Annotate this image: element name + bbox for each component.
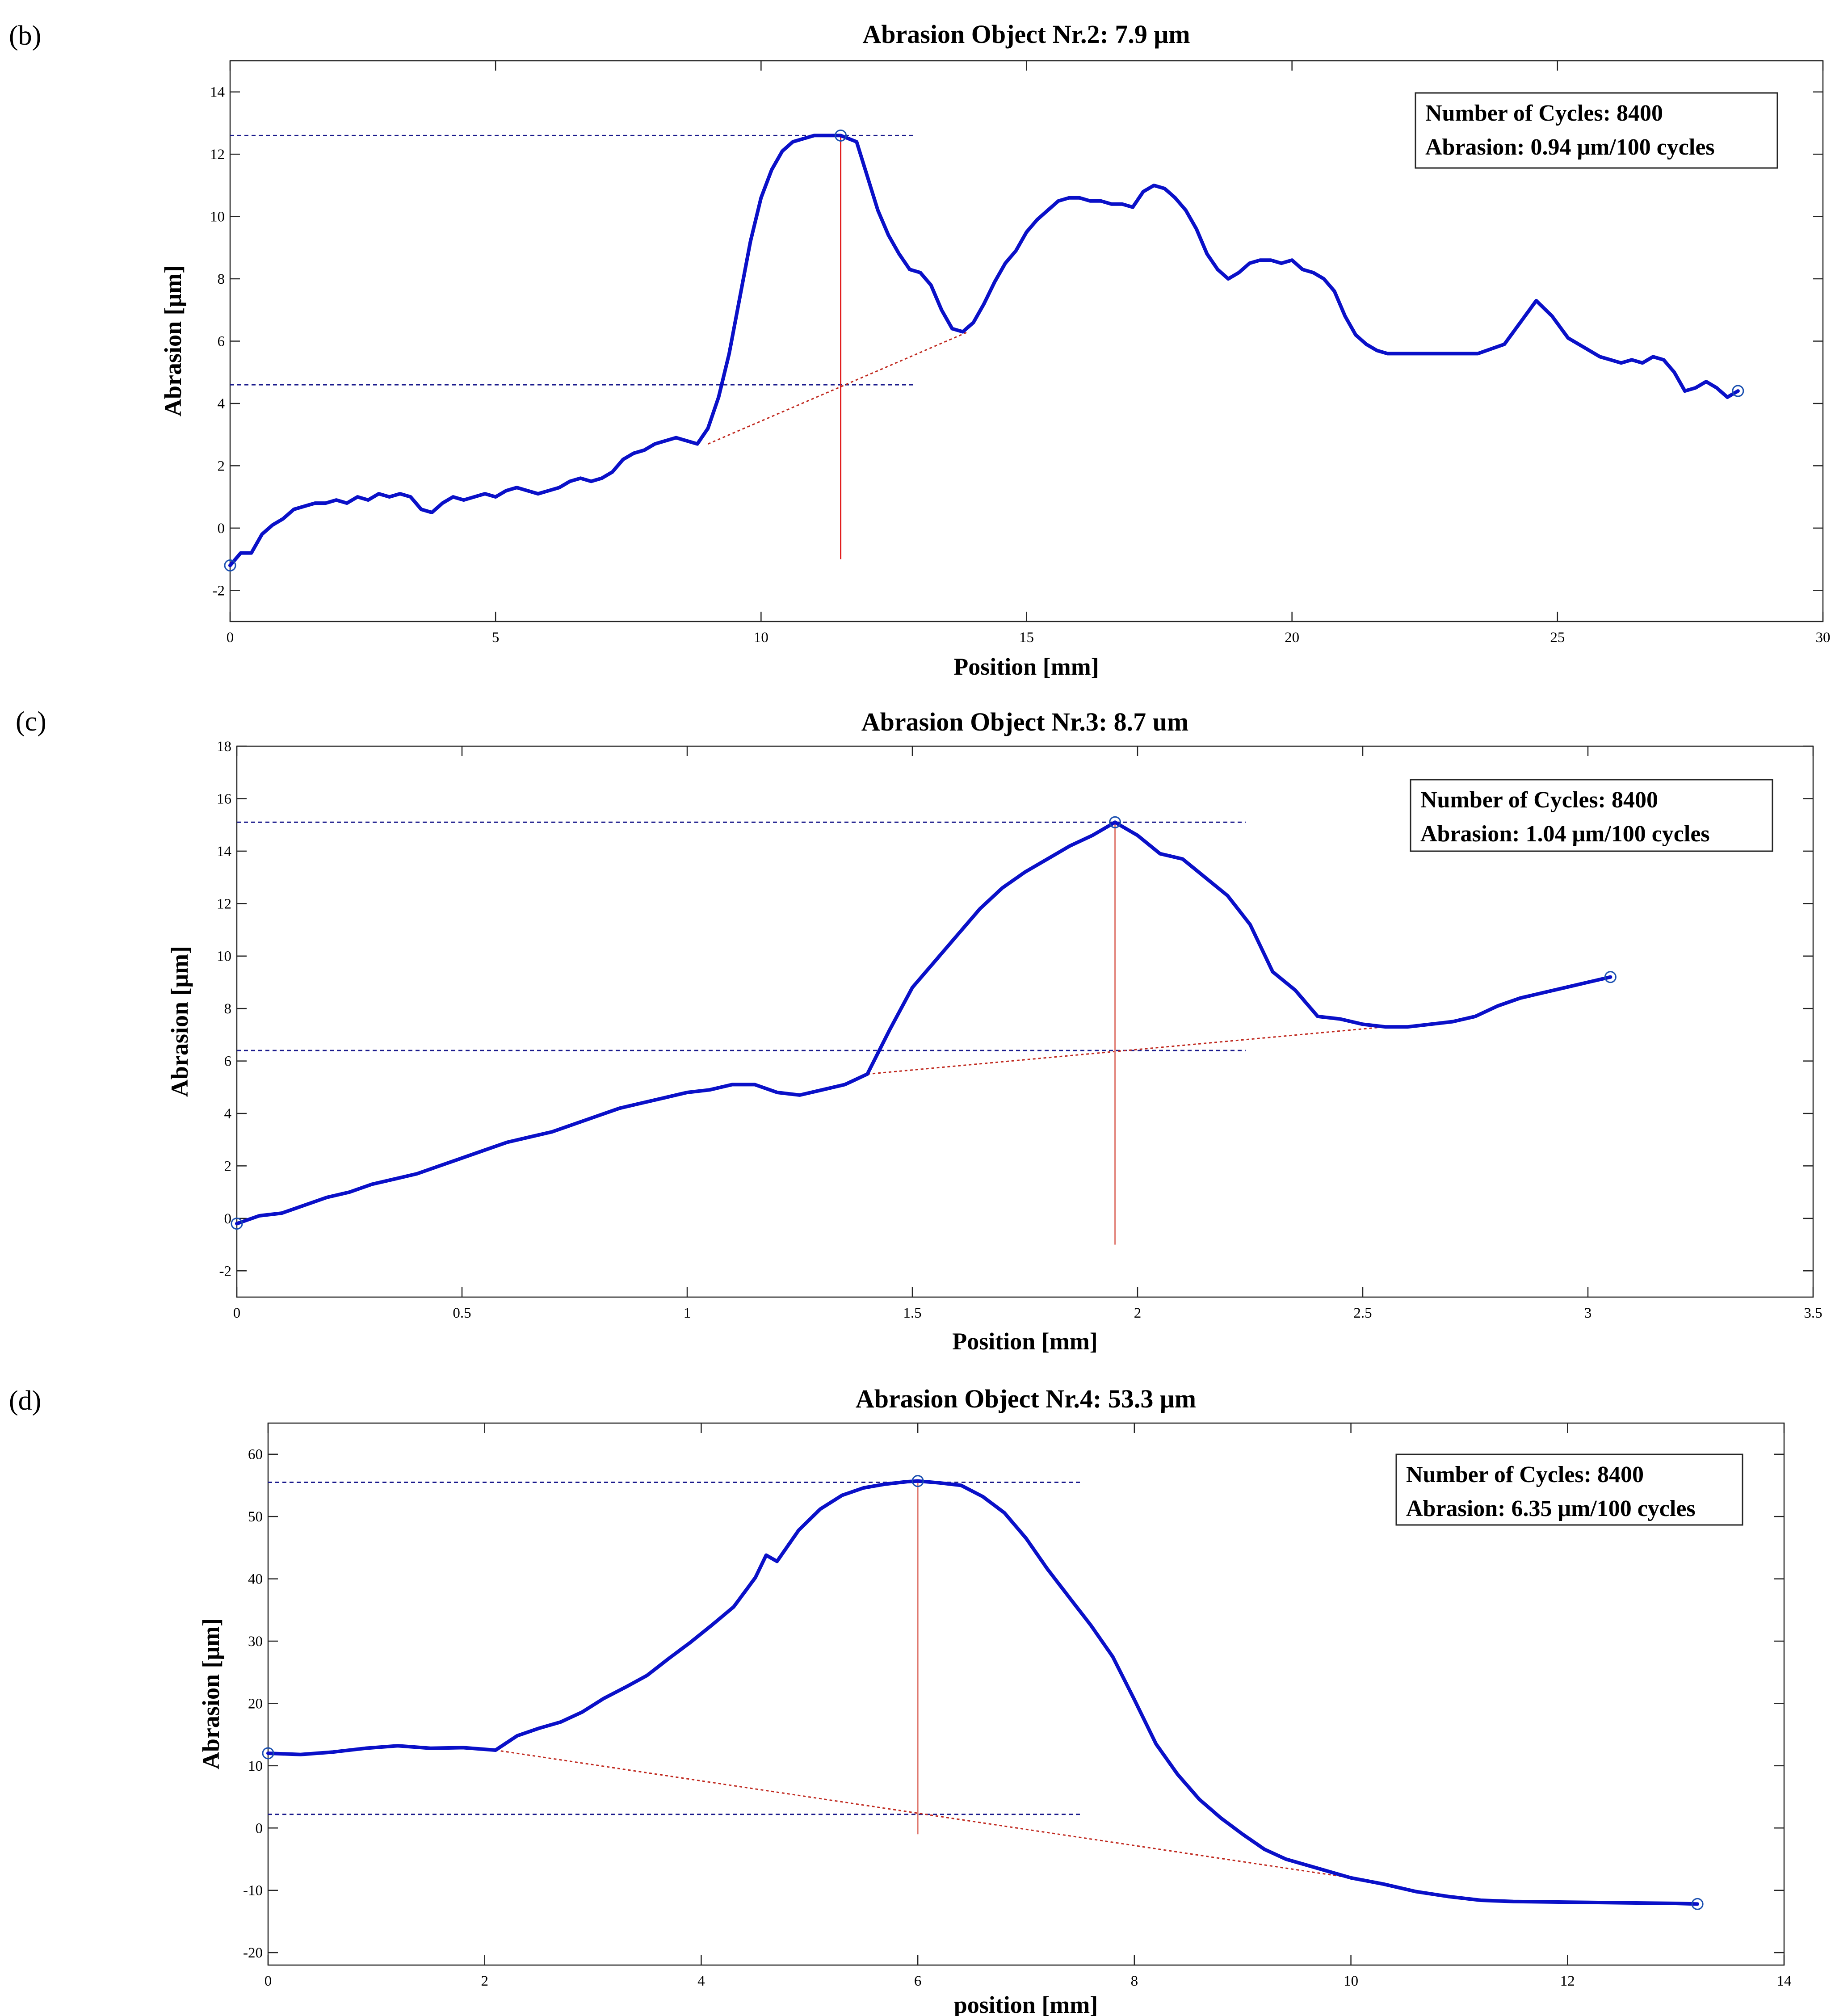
y-tick-label: 60 (248, 1447, 263, 1463)
x-tick-label: 10 (1344, 1973, 1358, 1989)
chart-title: Abrasion Object Nr.4: 53.3 μm (856, 1384, 1196, 1413)
legend-entry: Abrasion: 0.94 μm/100 cycles (1425, 134, 1715, 160)
x-tick-label: 2 (481, 1973, 488, 1989)
x-tick-label: 14 (1777, 1973, 1792, 1989)
y-tick-label: 50 (248, 1509, 263, 1525)
x-tick-label: 2.5 (1353, 1305, 1372, 1321)
y-tick-label: 10 (217, 949, 231, 965)
baseline-line (707, 331, 969, 445)
y-tick-label: 40 (248, 1571, 263, 1588)
legend-entry: Number of Cycles: 8400 (1406, 1462, 1644, 1487)
point-marker (1109, 816, 1121, 828)
point-marker (224, 559, 236, 571)
chart-title: Abrasion Object Nr.3: 8.7 um (861, 707, 1189, 736)
y-tick-label: -10 (243, 1883, 263, 1899)
x-tick-label: 0 (233, 1305, 241, 1321)
x-tick-label: 3 (1584, 1305, 1592, 1321)
point-marker (911, 1475, 924, 1487)
x-tick-label: 6 (914, 1973, 922, 1989)
x-tick-label: 1 (684, 1305, 691, 1321)
panel-label: (c) (16, 706, 46, 737)
y-tick-label: 2 (218, 458, 225, 474)
panel-label: (b) (9, 21, 41, 51)
y-tick-label: -2 (219, 1263, 232, 1279)
point-marker (1604, 971, 1617, 983)
series-line (228, 134, 1740, 567)
y-tick-label: -2 (213, 583, 225, 599)
x-tick-label: 15 (1019, 630, 1034, 646)
point-marker (262, 1747, 274, 1760)
x-tick-label: 25 (1550, 630, 1565, 646)
point-marker (835, 129, 847, 142)
y-tick-label: 2 (224, 1158, 232, 1174)
chart-panel-1: (b) Abrasion Object Nr.2: 7.9 μm0 5 10 15 20 2… (9, 20, 1831, 680)
x-tick-label: 8 (1131, 1973, 1138, 1989)
y-tick-label: 0 (256, 1820, 263, 1836)
panel-label: (d) (9, 1386, 41, 1416)
x-tick-label: 1.5 (903, 1305, 921, 1321)
y-tick-label: 14 (210, 84, 225, 101)
legend-entry: Abrasion: 6.35 μm/100 cycles (1406, 1496, 1696, 1521)
x-axis-label: Position [mm] (952, 1328, 1097, 1355)
y-tick-label: 6 (218, 334, 225, 350)
y-tick-label: 12 (210, 147, 225, 163)
x-axis-label: position [mm] (954, 1991, 1098, 2016)
series-line (235, 820, 1612, 1226)
legend-entry: Number of Cycles: 8400 (1425, 101, 1663, 126)
chart-panel-2: (c) Abrasion Object Nr.3: 8.7 um 0 0.5 1 1.5 2… (16, 706, 1822, 1355)
chart-panel-3: (d) Abrasion Object Nr.4: 53.3 μm 0 2 4 6 8 10 1… (9, 1384, 1792, 2016)
y-tick-label: 4 (224, 1106, 232, 1122)
y-tick-label: 8 (218, 271, 225, 287)
x-tick-label: 0 (265, 1973, 272, 1989)
y-tick-label: 20 (248, 1696, 263, 1712)
y-tick-label: 10 (210, 209, 225, 225)
x-tick-label: 2 (1134, 1305, 1142, 1321)
y-axis-label: Abrasion [μm] (197, 1618, 224, 1769)
y-tick-label: 8 (224, 1001, 232, 1017)
y-axis-label: Abrasion [μm] (166, 946, 193, 1097)
x-tick-label: 0.5 (453, 1305, 471, 1321)
x-tick-label: 12 (1560, 1973, 1575, 1989)
y-tick-label: 10 (248, 1758, 263, 1774)
legend-box (1395, 1453, 1743, 1526)
y-tick-label: 16 (217, 791, 231, 807)
baseline-line (495, 1749, 1351, 1879)
legend-box (1410, 779, 1773, 852)
y-tick-label: 18 (217, 739, 231, 755)
series-line (266, 1479, 1700, 1906)
y-tick-label: 30 (248, 1634, 263, 1650)
legend-entry: Abrasion: 1.04 μm/100 cycles (1420, 821, 1710, 847)
x-tick-label: 30 (1816, 630, 1831, 646)
legend-entry: Number of Cycles: 8400 (1420, 787, 1658, 813)
y-tick-label: 14 (217, 844, 231, 860)
baseline-line (867, 1026, 1386, 1075)
x-tick-label: 20 (1285, 630, 1299, 646)
y-tick-label: 4 (218, 396, 225, 412)
chart-title: Abrasion Object Nr.2: 7.9 μm (862, 20, 1190, 49)
point-marker (1732, 385, 1744, 397)
x-tick-label: 5 (492, 630, 500, 646)
plot-frame (267, 1422, 1785, 1966)
x-tick-label: 10 (754, 630, 768, 646)
y-axis-label: Abrasion [μm] (160, 265, 186, 416)
y-tick-label: 6 (224, 1054, 232, 1070)
y-tick-label: 0 (218, 521, 225, 537)
plot-frame (236, 745, 1814, 1298)
point-marker (231, 1218, 243, 1230)
x-axis-label: Position [mm] (953, 653, 1099, 680)
point-marker (1691, 1898, 1704, 1910)
x-tick-label: 3.5 (1804, 1305, 1822, 1321)
y-tick-label: 12 (217, 896, 231, 912)
x-tick-label: 4 (697, 1973, 705, 1989)
y-tick-label: -20 (243, 1945, 263, 1961)
y-tick-label: 0 (224, 1211, 232, 1227)
legend-box (1415, 92, 1778, 169)
x-tick-label: 0 (227, 630, 234, 646)
